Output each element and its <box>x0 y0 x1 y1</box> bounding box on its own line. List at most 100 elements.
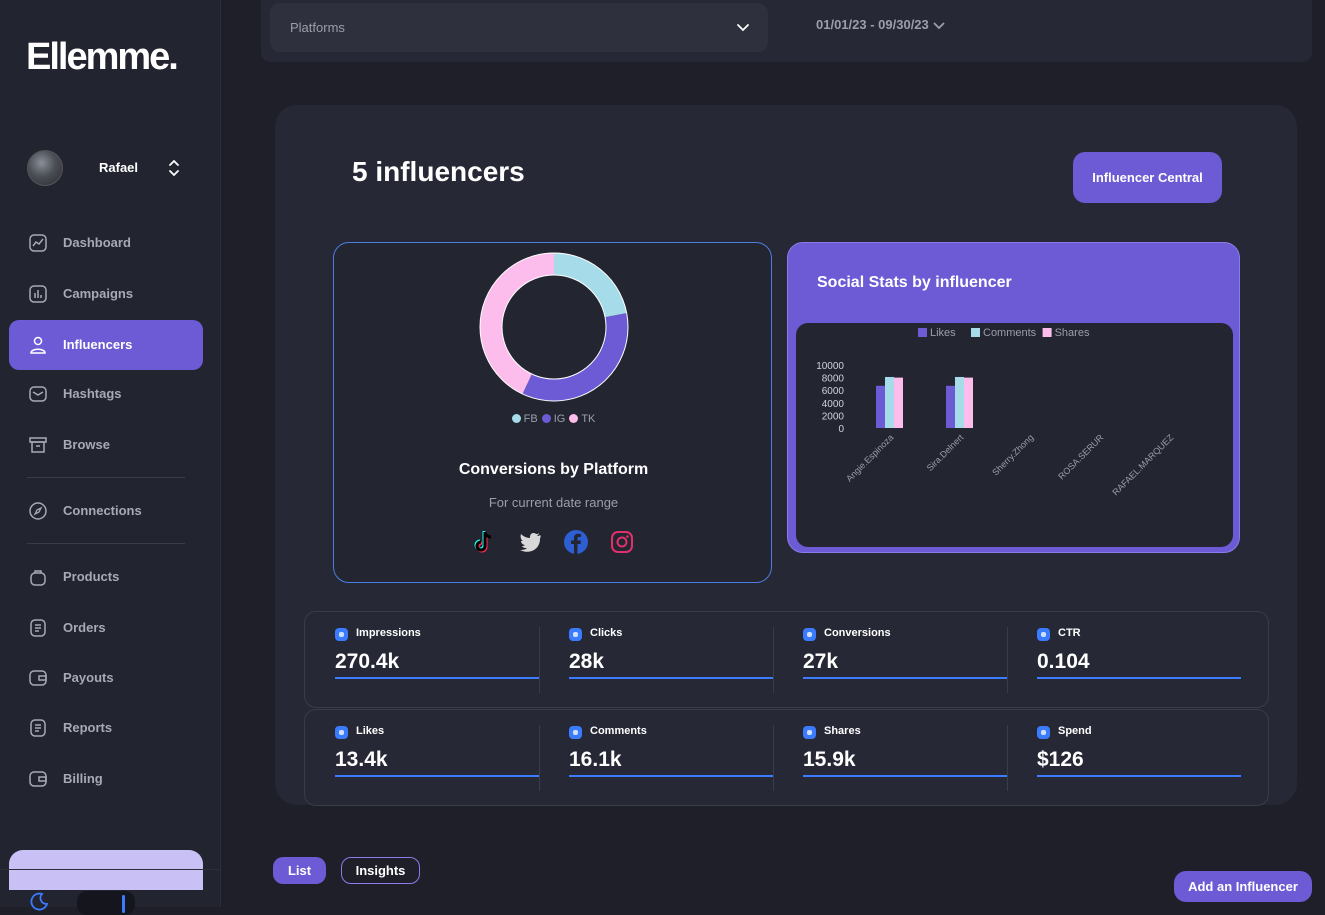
sidebar-item-reports[interactable]: Reports <box>9 703 203 753</box>
y-tick-label: 6000 <box>822 386 845 397</box>
sidebar-item-products[interactable]: Products <box>9 552 203 602</box>
legend-item-tk[interactable]: TK <box>569 413 595 425</box>
metrics-row-2: Likes 13.4k Comments 16.1k Shares 15.9k Spend $… <box>304 709 1269 806</box>
instagram-icon[interactable] <box>609 529 635 555</box>
chevron-up-down-icon <box>169 159 179 177</box>
dashboard-icon <box>29 234 47 252</box>
legend-item-ig[interactable]: IG <box>541 413 565 425</box>
sidebar-item-label: Influencers <box>63 337 133 352</box>
metric-label: Likes <box>356 725 385 737</box>
mail-icon <box>29 386 47 402</box>
metric-value: 28k <box>569 650 605 673</box>
date-range-label: 01/01/23 - 09/30/23 <box>816 17 929 32</box>
bar-comments[interactable] <box>885 376 894 428</box>
y-tick-label: 10000 <box>816 361 844 372</box>
facebook-icon[interactable] <box>563 529 589 555</box>
sidebar-divider <box>27 543 185 544</box>
sidebar-item-billing[interactable]: Billing <box>9 754 203 804</box>
metric-value: 0.104 <box>1037 650 1090 673</box>
donut-slice-fb[interactable] <box>553 253 627 318</box>
dark-mode-toggle[interactable] <box>77 891 135 915</box>
bag-icon <box>30 570 46 586</box>
sidebar-item-connections[interactable]: Connections <box>9 486 203 536</box>
tab-list[interactable]: List <box>273 857 326 884</box>
add-influencer-button[interactable]: Add an Influencer <box>1174 871 1312 902</box>
wallet-icon <box>29 771 47 787</box>
metric-underline <box>569 677 773 679</box>
sidebar-item-label: Hashtags <box>63 386 122 401</box>
metric-label: Impressions <box>356 627 421 639</box>
sidebar-item-label: Browse <box>63 437 110 452</box>
user-switcher[interactable]: Rafael <box>27 150 197 188</box>
metric-icon <box>1037 628 1050 641</box>
legend-swatch-comments <box>971 328 980 337</box>
bar-likes[interactable] <box>946 385 955 428</box>
metric-label: Comments <box>590 725 647 737</box>
date-range-picker[interactable]: 01/01/23 - 09/30/23 <box>816 17 945 32</box>
sidebar-item-label: Dashboard <box>63 235 131 250</box>
influencer-central-button[interactable]: Influencer Central <box>1073 152 1222 203</box>
metric-icon <box>1037 726 1050 739</box>
donut-slice-ig[interactable] <box>522 313 628 401</box>
upgrade-card[interactable] <box>9 850 203 890</box>
metric-separator <box>539 725 540 791</box>
y-tick-label: 2000 <box>822 411 845 422</box>
donut-outer-ring <box>479 252 629 402</box>
sidebar-item-label: Orders <box>63 620 106 635</box>
metric-icon <box>569 726 582 739</box>
metric-card: Clicks 28k <box>539 612 773 709</box>
legend-item-fb[interactable]: FB <box>511 413 538 425</box>
platform-select[interactable]: Platforms <box>270 3 768 52</box>
metric-label: CTR <box>1058 627 1081 639</box>
twitter-icon[interactable] <box>517 529 543 555</box>
metric-icon <box>335 726 348 739</box>
sidebar-item-hashtags[interactable]: Hashtags <box>9 369 203 419</box>
platform-select-placeholder: Platforms <box>290 20 345 35</box>
social-stats-card: Social Stats by influencer Likes Comments… <box>787 242 1240 553</box>
user-name: Rafael <box>99 160 139 175</box>
metric-card: Impressions 270.4k <box>305 612 539 709</box>
moon-icon[interactable] <box>28 890 50 912</box>
metric-underline <box>569 775 773 777</box>
bar-comments[interactable] <box>955 376 964 428</box>
sidebar-item-browse[interactable]: Browse <box>9 420 203 470</box>
legend-swatch <box>511 414 521 423</box>
sidebar-item-orders[interactable]: Orders <box>9 603 203 653</box>
social-stats-title: Social Stats by influencer <box>817 274 1012 291</box>
sidebar-item-label: Campaigns <box>63 286 134 301</box>
metric-value: $126 <box>1037 748 1084 771</box>
metric-card: Comments 16.1k <box>539 710 773 807</box>
archive-icon <box>29 437 47 453</box>
legend-swatch-likes <box>918 328 927 337</box>
legend-swatch <box>569 414 579 423</box>
legend-swatch <box>541 414 551 423</box>
sidebar-item-label: Payouts <box>63 670 114 685</box>
legend-label-likes: Likes <box>930 327 956 339</box>
metric-icon <box>569 628 582 641</box>
sidebar-item-label: Reports <box>63 720 113 735</box>
metric-separator <box>773 725 774 791</box>
y-tick-label: 8000 <box>822 374 845 385</box>
sidebar-item-label: Products <box>63 569 120 584</box>
donut-slice-tk[interactable] <box>480 253 555 394</box>
bar-shares[interactable] <box>964 377 973 428</box>
metric-separator <box>1007 627 1008 693</box>
donut-subtitle: For current date range <box>488 495 619 510</box>
metric-label: Spend <box>1058 725 1092 737</box>
legend-swatch-shares <box>1042 328 1052 337</box>
tiktok-icon[interactable] <box>472 529 498 555</box>
legend-label-comments: Comments <box>983 327 1037 339</box>
metric-underline <box>803 775 1007 777</box>
tab-insights[interactable]: Insights <box>341 857 420 884</box>
sidebar-item-campaigns[interactable]: Campaigns <box>9 269 203 319</box>
social-platform-icons <box>472 529 642 555</box>
sidebar-item-payouts[interactable]: Payouts <box>9 653 203 703</box>
sidebar-item-influencers[interactable]: Influencers <box>9 320 203 370</box>
sidebar-item-dashboard[interactable]: Dashboard <box>9 218 203 268</box>
document-icon <box>30 619 46 637</box>
bar-likes[interactable] <box>876 385 885 428</box>
metric-card: Shares 15.9k <box>773 710 1007 807</box>
sidebar-footer-divider <box>0 869 220 870</box>
bar-shares[interactable] <box>894 377 903 428</box>
